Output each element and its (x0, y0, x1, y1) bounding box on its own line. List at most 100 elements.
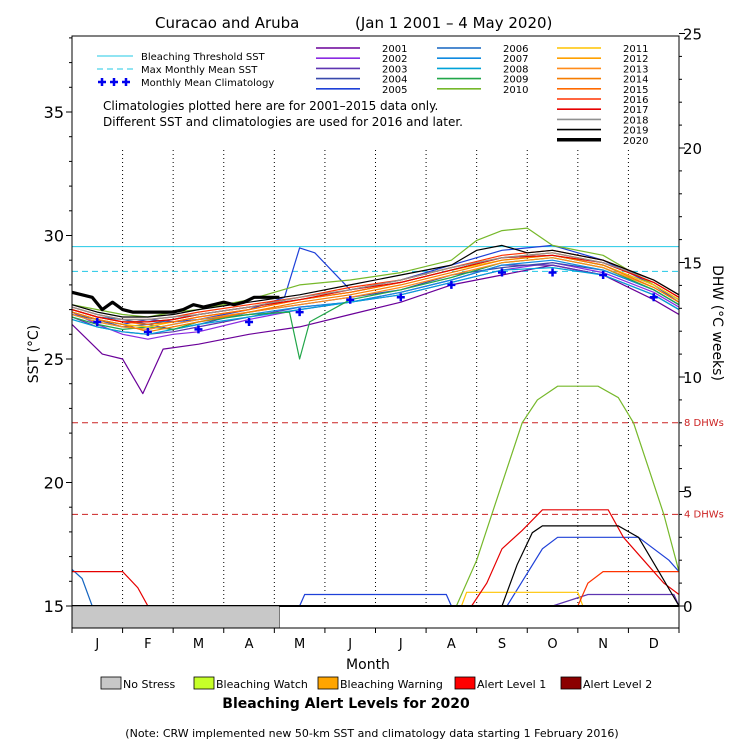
alert-bar-layer (71, 605, 280, 629)
dhw-line-2005 (72, 536, 679, 607)
footnote: (Note: CRW implemented new 50-km SST and… (125, 727, 618, 740)
alert-label: Bleaching Watch (216, 678, 308, 691)
x-tick-label: J (94, 637, 99, 652)
right-tick-label: 0 (683, 598, 693, 616)
series-layer (72, 227, 679, 607)
legend-ref-label: Monthly Mean Climatology (141, 78, 274, 89)
legend-plus-marker (110, 78, 118, 86)
left-tick-label: 30 (44, 227, 64, 246)
dhw-line-2016 (72, 570, 679, 607)
sst-line-2020 (72, 290, 280, 314)
alert-label: Alert Level 2 (583, 678, 652, 691)
dhw-line-2019 (72, 525, 679, 607)
climatology-marker (599, 271, 608, 280)
chart-date-range: (Jan 1 2001 – 4 May 2020) (355, 14, 552, 32)
left-tick-label: 35 (44, 103, 64, 122)
x-axis-label: Month (346, 657, 390, 673)
dhw-line-2017 (72, 509, 679, 607)
alert-legend-title: Bleaching Alert Levels for 2020 (222, 696, 470, 712)
legend-plus-marker (122, 78, 130, 86)
legend-series-label: 2007 (503, 54, 528, 65)
legend-series-label: 2004 (382, 75, 407, 86)
left-tick-label: 20 (44, 474, 64, 493)
series-legend: Bleaching Threshold SST Max Monthly Mean … (97, 44, 648, 147)
legend-series-label: 2005 (382, 85, 407, 96)
alert-label: No Stress (123, 678, 176, 691)
legend-series-label: 2003 (382, 64, 407, 75)
legend-series-label: 2002 (382, 54, 407, 65)
sst-line-2008 (72, 267, 679, 335)
legend-series-label: 2006 (503, 44, 528, 55)
legend-series-label: 2012 (623, 54, 648, 65)
climatology-marker (93, 317, 102, 326)
legend-series-label: 2014 (623, 75, 648, 86)
climatology-layer (93, 268, 658, 336)
legend-plus-marker (98, 78, 106, 86)
right-tick-label: 15 (683, 255, 702, 273)
climatology-marker (346, 295, 355, 304)
dhw-line-2003 (72, 593, 679, 607)
legend-series-label: 2016 (623, 95, 648, 106)
climatology-marker (396, 293, 405, 302)
x-tick-label: O (547, 637, 557, 652)
grid-layer (122, 150, 629, 606)
left-tick-label: 15 (44, 597, 64, 616)
alert-label: Bleaching Warning (340, 678, 443, 691)
reference-line-label: 8 DHWs (684, 418, 724, 429)
climatology-marker (649, 293, 658, 302)
sst-line-2005 (72, 244, 679, 325)
dhw-line-2010 (72, 385, 679, 607)
right-tick-label: 5 (683, 484, 693, 502)
alert-label: Alert Level 1 (477, 678, 546, 691)
legend-series-label: 2018 (623, 115, 648, 126)
x-tick-label: J (398, 637, 403, 652)
climatology-marker (143, 327, 152, 336)
left-tick-label: 25 (44, 350, 64, 369)
legend-series-label: 2009 (503, 75, 528, 86)
alert-bar-no-stress (71, 605, 280, 629)
legend-series-label: 2020 (623, 136, 648, 147)
alert-legend: No Stress Bleaching Watch Bleaching Warnin… (100, 676, 652, 691)
legend-series-label: 2011 (623, 44, 648, 55)
climatology-marker (245, 317, 254, 326)
x-tick-label: M (294, 637, 305, 652)
chart-title: Curacao and Aruba (155, 14, 299, 32)
right-tick-label: 25 (683, 26, 702, 44)
climatology-marker (194, 325, 203, 334)
legend-series-label: 2010 (503, 85, 528, 96)
right-tick-label: 20 (683, 140, 702, 158)
x-tick-label: A (447, 637, 456, 652)
alert-swatch (317, 676, 339, 690)
alert-swatch (560, 676, 582, 690)
x-tick-label: D (649, 637, 659, 652)
alert-swatch (193, 676, 215, 690)
legend-series-label: 2015 (623, 85, 648, 96)
climatology-note: Climatologies plotted here are for 2001–… (103, 99, 463, 129)
x-tick-label: A (245, 637, 254, 652)
y-axis-label-right: DHW (°C weeks) (709, 265, 725, 381)
legend-series-label: 2001 (382, 44, 407, 55)
alert-swatch (100, 676, 122, 690)
right-tick-label: 10 (683, 369, 702, 387)
legend-series-label: 2013 (623, 64, 648, 75)
sst-line-2018 (72, 252, 679, 321)
alert-swatch (454, 676, 476, 690)
x-tick-label: J (347, 637, 352, 652)
x-tick-label: F (144, 637, 151, 652)
y-axis-label-left: SST (°C) (26, 325, 42, 383)
x-tick-label: M (193, 637, 204, 652)
legend-series-label: 2008 (503, 64, 528, 75)
x-tick-label: N (598, 637, 608, 652)
reference-line-label: 4 DHWs (684, 509, 724, 520)
climatology-marker (447, 280, 456, 289)
sst-line-2019 (72, 244, 679, 318)
climatology-marker (497, 268, 506, 277)
climatology-marker (548, 268, 557, 277)
sst-line-2017 (72, 254, 679, 323)
sst-line-2014 (72, 254, 679, 333)
right-axis: 0 5 10 15 20 25 (679, 26, 702, 616)
legend-series-label: 2017 (623, 105, 648, 116)
